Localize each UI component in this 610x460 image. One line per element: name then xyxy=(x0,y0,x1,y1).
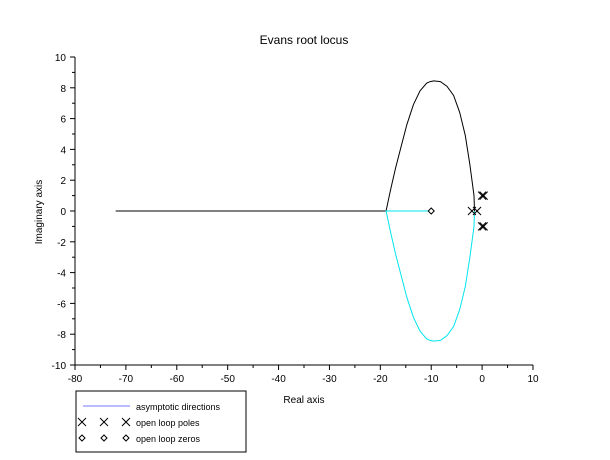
y-tick-label: -8 xyxy=(57,330,66,341)
pole-marker-stroke xyxy=(479,191,488,200)
y-tick-label: 2 xyxy=(60,176,66,187)
pole-marker-stroke xyxy=(477,222,487,231)
x-tick-label: -60 xyxy=(170,374,185,385)
pole-marker-stroke xyxy=(77,417,87,427)
pole-marker-stroke xyxy=(121,417,131,427)
locus-branch-1 xyxy=(115,80,475,212)
pole-marker-stroke xyxy=(477,191,487,200)
open-loop-pole xyxy=(477,191,487,200)
legend: asymptotic directions open loop poles open… xyxy=(75,390,247,453)
x-tick-label: 10 xyxy=(527,374,539,385)
y-axis-label: Imaginary axis xyxy=(34,180,45,244)
open-loop-pole xyxy=(472,206,482,216)
legend-zero-marker xyxy=(122,434,130,442)
y-tick-label: 8 xyxy=(60,84,66,95)
open-loop-pole xyxy=(479,222,488,231)
legend-pole-marker xyxy=(77,417,87,427)
x-tick-label: -30 xyxy=(322,374,337,385)
pole-marker-stroke xyxy=(479,222,488,231)
x-tick-label: -80 xyxy=(68,374,83,385)
legend-pole-marker xyxy=(121,417,131,427)
pole-marker-stroke xyxy=(99,417,109,427)
pole-zero-markers xyxy=(427,191,488,231)
legend-zero-marker xyxy=(78,434,86,442)
x-tick-label: -50 xyxy=(220,374,235,385)
legend-label: open loop zeros xyxy=(136,434,201,444)
locus-branches xyxy=(115,80,475,342)
locus-branch-2 xyxy=(385,210,475,342)
legend-label: open loop poles xyxy=(136,418,200,428)
x-tick-label: -20 xyxy=(373,374,388,385)
y-tick-label: 4 xyxy=(60,145,66,156)
legend-label: asymptotic directions xyxy=(136,402,221,412)
x-tick-label: 0 xyxy=(479,374,485,385)
open-loop-pole xyxy=(477,222,487,231)
x-tick-label: -40 xyxy=(271,374,286,385)
legend-zero-marker xyxy=(100,434,108,442)
pole-marker-stroke xyxy=(472,206,482,216)
y-tick-label: -2 xyxy=(57,238,66,249)
y-tick-label: -4 xyxy=(57,269,66,280)
y-tick-label: 6 xyxy=(60,115,66,126)
chart-title: Evans root locus xyxy=(260,33,349,47)
x-axis-label: Real axis xyxy=(283,395,324,406)
legend-pole-marker xyxy=(99,417,109,427)
x-tick-label: -70 xyxy=(119,374,134,385)
y-tick-label: -10 xyxy=(52,361,67,372)
y-tick-label: 0 xyxy=(60,207,66,218)
axes: -80 -70 -60 -50 -40 -30 -20 -10 0 10-10-8-6-4-202… xyxy=(52,53,539,385)
y-tick-label: -6 xyxy=(57,299,66,310)
open-loop-pole xyxy=(479,191,488,200)
y-tick-label: 10 xyxy=(55,53,67,64)
x-tick-label: -10 xyxy=(424,374,439,385)
open-loop-zero xyxy=(427,207,435,215)
